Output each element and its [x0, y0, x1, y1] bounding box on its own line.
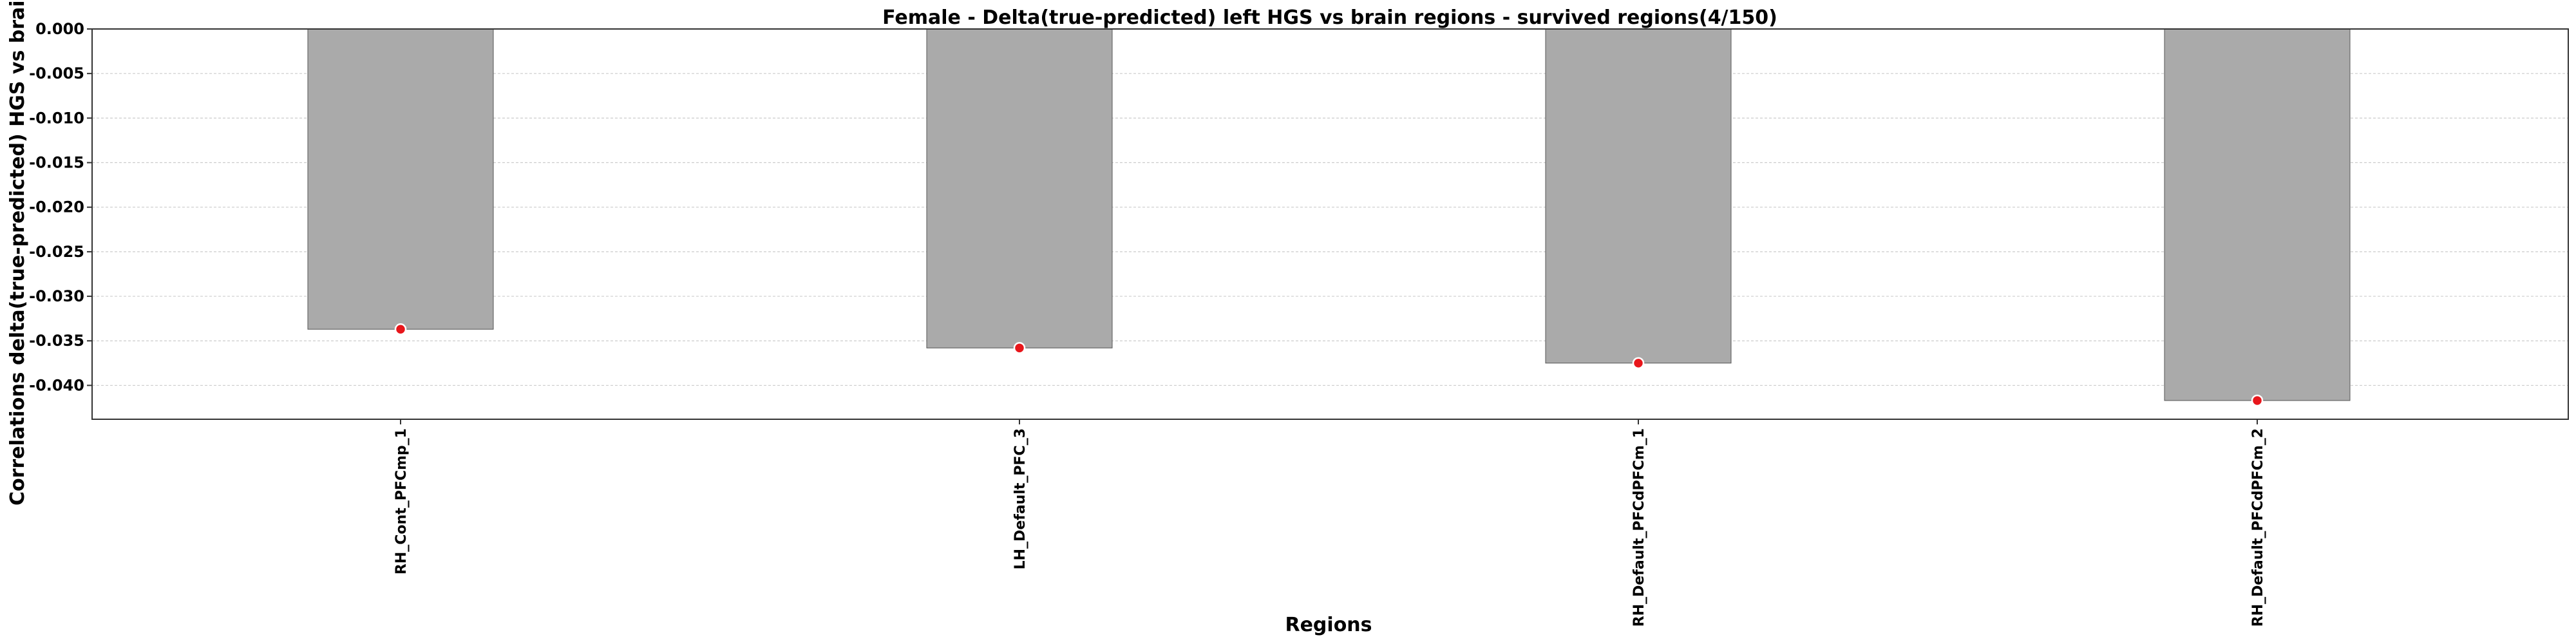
bars	[307, 28, 2351, 401]
point-marker	[1632, 357, 1645, 370]
x-tick-label: RH_Default_PFCdPFCm_1	[1631, 428, 1647, 627]
y-axis-label: Correlations delta(true-predicted) HGS v…	[6, 0, 29, 506]
x-axis: RH_Cont_PFCmp_1 LH_Default_PFC_3 RH_Defaul…	[393, 419, 2266, 627]
x-axis-label: Regions	[1285, 614, 1372, 636]
y-tick-label: -0.035	[29, 332, 84, 350]
y-tick-label: -0.005	[29, 64, 84, 82]
x-tick-label: RH_Cont_PFCmp_1	[393, 428, 410, 574]
bar-RH_Default_PFCdPFCm_1	[1545, 28, 1732, 364]
y-tick-label: -0.030	[29, 287, 84, 305]
bar-RH_Default_PFCdPFCm_2	[2164, 28, 2351, 401]
point-marker	[2251, 394, 2264, 407]
y-tick-label: -0.015	[29, 154, 84, 172]
y-tick-label: -0.040	[29, 376, 84, 394]
y-tick-label: -0.020	[29, 198, 84, 216]
bar-LH_Default_PFC_3	[926, 28, 1113, 348]
plot-frame	[91, 28, 2569, 420]
y-axis: 0.000 -0.005 -0.010 -0.015 -0.020 -0.025 -0.03…	[29, 20, 92, 394]
y-tick-label: 0.000	[35, 20, 84, 38]
point-marker	[1013, 342, 1026, 354]
point-markers	[394, 323, 2264, 407]
x-tick-label: RH_Default_PFCdPFCm_2	[2250, 428, 2266, 627]
bar-RH_Cont_PFCmp_1	[307, 28, 494, 330]
y-tick-label: -0.025	[29, 243, 84, 261]
y-tick-label: -0.010	[29, 109, 84, 127]
point-marker	[394, 323, 407, 336]
chart-title: Female - Delta(true-predicted) left HGS …	[882, 6, 1777, 29]
x-tick-label: LH_Default_PFC_3	[1012, 428, 1028, 569]
